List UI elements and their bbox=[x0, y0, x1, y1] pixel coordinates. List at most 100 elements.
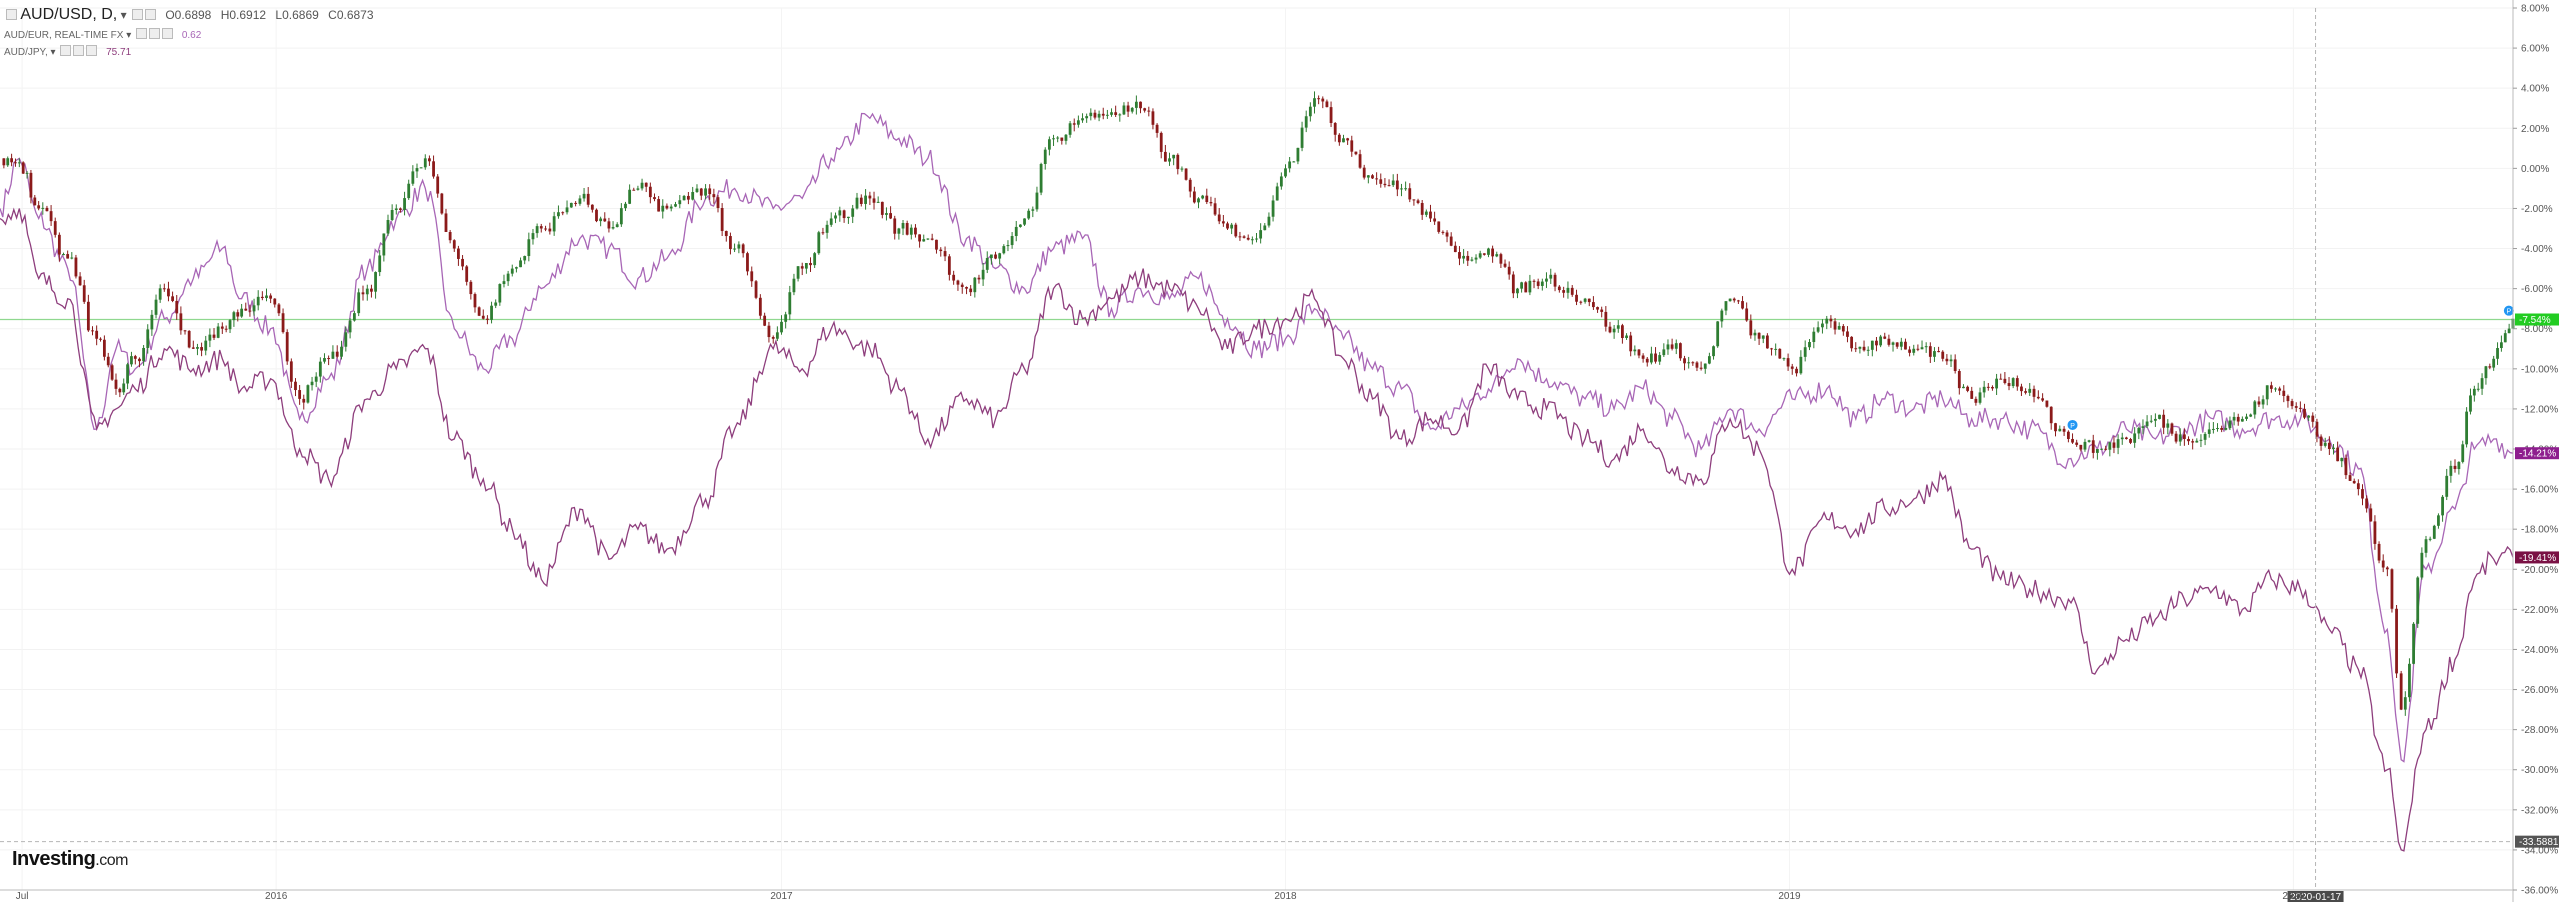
overlay2-label[interactable]: AUD/JPY, bbox=[4, 47, 48, 58]
candle-body bbox=[1226, 223, 1229, 229]
candle-body bbox=[2166, 423, 2170, 428]
candle-body bbox=[851, 208, 855, 217]
candle-body bbox=[733, 248, 736, 250]
candle-body bbox=[208, 334, 212, 341]
candle-body bbox=[1621, 325, 1624, 338]
candle-body bbox=[1841, 326, 1845, 332]
eye-icon[interactable] bbox=[60, 45, 72, 56]
candle-body bbox=[1778, 348, 1782, 359]
candle-body bbox=[699, 188, 703, 196]
candle-body bbox=[2476, 388, 2480, 390]
candle-body bbox=[1753, 332, 1757, 336]
candle-body bbox=[2174, 433, 2178, 442]
candle-body bbox=[1654, 353, 1657, 362]
candle-body bbox=[1060, 137, 1064, 141]
close-icon[interactable] bbox=[144, 9, 156, 20]
candle-body bbox=[2472, 388, 2476, 396]
candle-body bbox=[930, 238, 934, 240]
candle-body bbox=[1695, 362, 1699, 368]
chevron-down-icon[interactable]: ▾ bbox=[120, 8, 127, 22]
candle-body bbox=[1279, 176, 1283, 187]
candle-body bbox=[1941, 351, 1945, 359]
chevron-down-icon[interactable]: ▾ bbox=[126, 30, 132, 41]
candle-body bbox=[1770, 348, 1773, 350]
close-icon[interactable] bbox=[86, 45, 98, 56]
candle-body bbox=[712, 194, 716, 198]
candle-body bbox=[196, 347, 199, 349]
candle-body bbox=[33, 197, 37, 206]
ohlc-high: H0.6912 bbox=[220, 8, 267, 22]
candle-body bbox=[1097, 113, 1101, 118]
candle-body bbox=[1887, 338, 1891, 345]
candle-body bbox=[1790, 366, 1794, 369]
event-markers: PP bbox=[2066, 304, 2515, 431]
candle-body bbox=[228, 320, 232, 330]
candle-body bbox=[868, 195, 872, 199]
candle-body bbox=[977, 277, 981, 280]
candle-body bbox=[1400, 188, 1403, 190]
close-icon[interactable] bbox=[162, 28, 174, 39]
candle-body bbox=[158, 288, 162, 300]
candle-body bbox=[1325, 101, 1329, 108]
candle-body bbox=[611, 227, 615, 229]
candle-body bbox=[167, 288, 170, 297]
settings-icon[interactable] bbox=[73, 45, 85, 56]
candle-body bbox=[212, 334, 216, 338]
candle-body bbox=[1995, 378, 1998, 389]
candle-body bbox=[6, 158, 10, 166]
candle-body bbox=[2007, 383, 2011, 387]
candle-body bbox=[1875, 340, 1878, 346]
candle-body bbox=[1549, 274, 1553, 279]
candle-body bbox=[2003, 378, 2007, 384]
candle-body bbox=[390, 209, 394, 220]
candle-body bbox=[2124, 437, 2128, 439]
candle-body bbox=[2461, 444, 2465, 462]
candle-body bbox=[1883, 336, 1887, 339]
collapse-icon[interactable] bbox=[6, 9, 17, 20]
candle-body bbox=[365, 288, 369, 295]
candle-body bbox=[66, 254, 70, 259]
candle-body bbox=[758, 297, 762, 316]
investing-logo[interactable]: Investing.com bbox=[12, 848, 128, 871]
candle-body bbox=[724, 231, 728, 237]
y-tick-label: 0.00% bbox=[2521, 164, 2549, 175]
candle-body bbox=[457, 248, 460, 259]
event-marker-letter: P bbox=[2507, 309, 2512, 316]
candle-body bbox=[2265, 385, 2269, 400]
eye-icon[interactable] bbox=[136, 28, 148, 39]
candle-body bbox=[552, 216, 556, 232]
candle-body bbox=[1583, 298, 1587, 302]
candle-body bbox=[204, 340, 208, 351]
ohlc-low: L0.6869 bbox=[275, 8, 319, 22]
candle-body bbox=[2428, 538, 2432, 540]
x-tick-label: 2018 bbox=[1274, 891, 1297, 902]
candle-body bbox=[444, 213, 448, 232]
chevron-down-icon[interactable]: ▾ bbox=[50, 47, 56, 58]
candle-body bbox=[29, 172, 33, 198]
settings-icon[interactable] bbox=[131, 9, 143, 20]
crosshair-date-label: 2020-01-17 bbox=[2290, 892, 2342, 902]
candle-body bbox=[1429, 211, 1432, 219]
candle-body bbox=[1221, 221, 1225, 224]
settings-icon[interactable] bbox=[149, 28, 161, 39]
candle-body bbox=[2286, 395, 2290, 402]
candle-body bbox=[1391, 180, 1395, 186]
candle-body bbox=[1570, 287, 1574, 295]
candle-body bbox=[110, 365, 114, 380]
candle-body bbox=[1953, 359, 1957, 371]
candle-body bbox=[1974, 398, 1978, 403]
overlay1-label[interactable]: AUD/EUR, REAL-TIME FX bbox=[4, 30, 124, 41]
candle-body bbox=[1263, 225, 1267, 231]
candle-body bbox=[994, 254, 997, 259]
main-symbol[interactable]: AUD/USD, D, bbox=[20, 6, 118, 23]
candle-body bbox=[1296, 147, 1300, 162]
candle-body bbox=[175, 300, 179, 314]
candle-body bbox=[1176, 154, 1180, 170]
candle-body bbox=[2261, 399, 2265, 405]
candle-body bbox=[1317, 98, 1321, 100]
candle-body bbox=[754, 281, 758, 298]
candle-body bbox=[2365, 498, 2369, 509]
candle-body bbox=[998, 253, 1002, 259]
candle-body bbox=[428, 158, 431, 162]
